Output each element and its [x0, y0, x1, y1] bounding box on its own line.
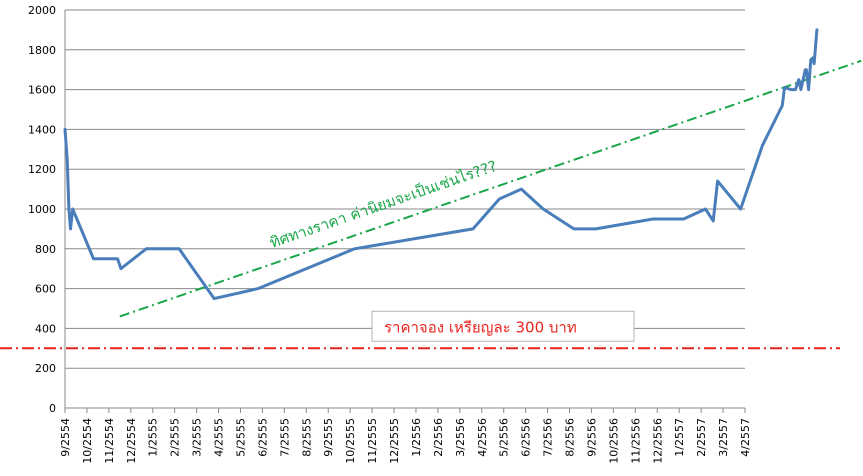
x-tick-label: 10/2554	[81, 418, 94, 464]
x-tick-label: 11/2555	[366, 418, 379, 464]
x-tick-label: 11/2556	[629, 418, 642, 464]
reference-label-box	[371, 310, 635, 342]
series-group	[63, 28, 819, 301]
x-tick-label: 6/2556	[520, 418, 533, 457]
y-axis: 0 200 400 600 800 1000 1200 1400 1600 1800 2000	[28, 4, 66, 415]
x-tick-label: 2/2557	[695, 418, 708, 457]
x-tick-label: 7/2555	[278, 418, 291, 457]
y-tick-label: 200	[35, 362, 56, 375]
y-tick-label: 600	[35, 283, 56, 296]
x-tick-label: 5/2556	[498, 418, 511, 457]
x-tick-label: 6/2555	[256, 418, 269, 457]
x-tick-label: 10/2556	[607, 418, 620, 464]
series-line	[63, 28, 819, 301]
x-tick-label: 9/2554	[59, 418, 72, 457]
x-tick-label: 1/2556	[410, 418, 423, 457]
y-tick-label: 400	[35, 322, 56, 335]
x-tick-label: 4/2556	[476, 418, 489, 457]
y-tick-label: 1400	[28, 123, 56, 136]
x-tick-label: 2/2555	[169, 418, 182, 457]
y-tick-label: 1600	[28, 84, 56, 97]
x-tick-label: 3/2557	[717, 418, 730, 457]
x-tick-label: 5/2555	[234, 418, 247, 457]
x-tick-label: 2/2556	[432, 418, 445, 457]
y-tick-label: 1800	[28, 44, 56, 57]
x-tick-label: 9/2555	[322, 418, 335, 457]
x-tick-label: 9/2556	[585, 418, 598, 457]
y-tick-label: 800	[35, 243, 56, 256]
x-tick-label: 8/2555	[300, 418, 313, 457]
x-tick-label: 3/2556	[454, 418, 467, 457]
x-tick-label: 8/2556	[564, 418, 577, 457]
x-tick-label: 7/2556	[542, 418, 555, 457]
x-tick-label: 1/2557	[673, 418, 686, 457]
x-tick-label: 12/2554	[125, 418, 138, 464]
x-tick-label: 12/2555	[388, 418, 401, 464]
y-tick-label: 1200	[28, 163, 56, 176]
x-tick-label: 4/2555	[213, 418, 226, 457]
x-tick-label: 12/2556	[651, 418, 664, 464]
y-tick-label: 2000	[28, 4, 56, 17]
y-tick-label: 0	[49, 402, 56, 415]
x-tick-label: 4/2557	[739, 418, 752, 457]
x-tick-label: 11/2554	[103, 418, 116, 464]
x-tick-label: 1/2555	[147, 418, 160, 457]
reference-label: ราคาจอง เหรียญละ 300 บาท	[384, 318, 577, 336]
x-tick-label: 10/2555	[344, 418, 357, 464]
x-tick-label: 3/2555	[191, 418, 204, 457]
x-axis: 9/2554 10/2554 11/2554 12/2554 1/2555 2/2555 3…	[59, 407, 752, 464]
y-tick-label: 1000	[28, 203, 56, 216]
